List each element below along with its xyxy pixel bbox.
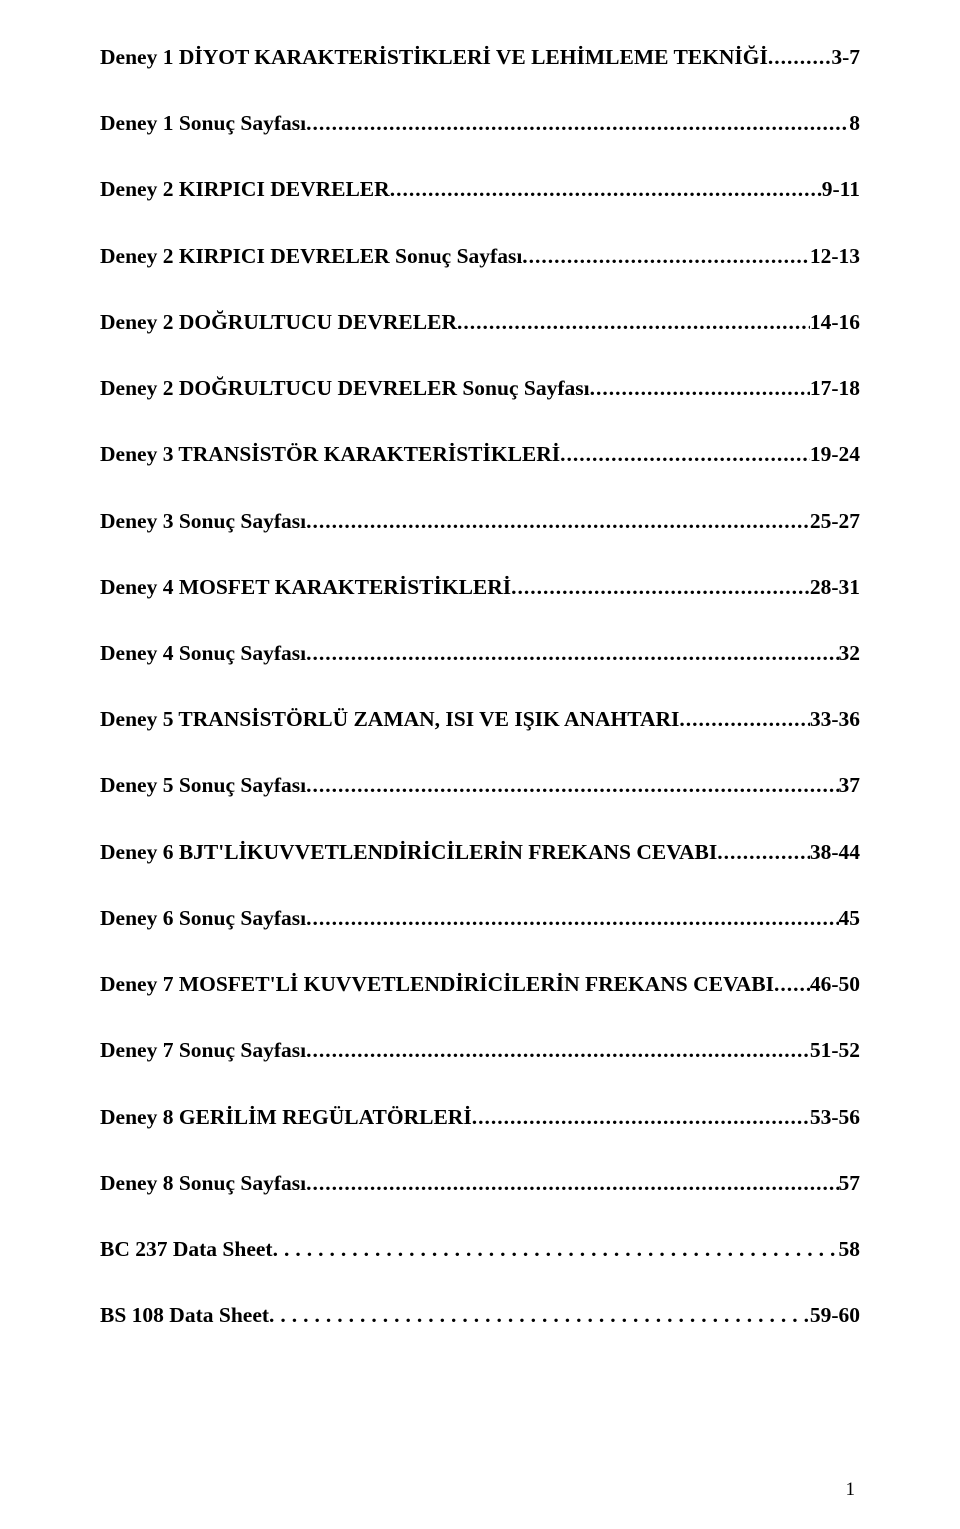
toc-leader-dots bbox=[472, 1105, 810, 1130]
toc-page: 45 bbox=[839, 906, 861, 931]
toc-leader-dots bbox=[590, 376, 810, 401]
toc-page: 17-18 bbox=[810, 376, 860, 401]
toc-title: Deney 2 KIRPICI DEVRELER Sonuç Sayfası bbox=[100, 244, 522, 269]
toc-leader-dots bbox=[306, 906, 838, 931]
toc-title: Deney 5 Sonuç Sayfası bbox=[100, 773, 306, 798]
toc-leader-dots bbox=[457, 310, 810, 335]
toc-entry: Deney 1 DİYOT KARAKTERİSTİKLERİ VE LEHİM… bbox=[100, 45, 860, 70]
toc-title: Deney 3 Sonuç Sayfası bbox=[100, 509, 306, 534]
toc-leader-dots bbox=[306, 509, 810, 534]
toc-page: 8 bbox=[849, 111, 860, 136]
toc-entry: BS 108 Data Sheet 59-60 bbox=[100, 1303, 860, 1328]
toc-title: BS 108 Data Sheet bbox=[100, 1303, 269, 1328]
page-number: 1 bbox=[846, 1479, 856, 1501]
toc-page: 32 bbox=[839, 641, 861, 666]
toc-title: Deney 1 DİYOT KARAKTERİSTİKLERİ VE LEHİM… bbox=[100, 45, 768, 70]
toc-page: 57 bbox=[839, 1171, 861, 1196]
toc-entry: Deney 2 DOĞRULTUCU DEVRELER Sonuç Sayfas… bbox=[100, 376, 860, 401]
toc-title: Deney 6 BJT'LİKUVVETLENDİRİCİLERİN FREKA… bbox=[100, 840, 717, 865]
toc-leader-dots bbox=[560, 442, 810, 467]
table-of-contents: Deney 1 DİYOT KARAKTERİSTİKLERİ VE LEHİM… bbox=[100, 45, 860, 1328]
toc-leader-dots bbox=[306, 1171, 838, 1196]
toc-title: Deney 2 KIRPICI DEVRELER bbox=[100, 177, 390, 202]
toc-leader-dots bbox=[306, 773, 838, 798]
toc-page: 14-16 bbox=[810, 310, 860, 335]
toc-title: Deney 3 TRANSİSTÖR KARAKTERİSTİKLERİ bbox=[100, 442, 560, 467]
toc-leader-dots bbox=[522, 244, 810, 269]
toc-entry: Deney 8 GERİLİM REGÜLATÖRLERİ 53-56 bbox=[100, 1105, 860, 1130]
toc-leader-dots bbox=[717, 840, 810, 865]
toc-page: 3-7 bbox=[831, 45, 860, 70]
toc-leader-dots bbox=[679, 707, 809, 732]
toc-leader-dots bbox=[269, 1303, 810, 1328]
toc-leader-dots bbox=[511, 575, 810, 600]
toc-title: Deney 2 DOĞRULTUCU DEVRELER bbox=[100, 310, 457, 335]
toc-page: 12-13 bbox=[810, 244, 860, 269]
toc-page: 46-50 bbox=[810, 972, 860, 997]
toc-page: 51-52 bbox=[810, 1038, 860, 1063]
toc-leader-dots bbox=[306, 111, 849, 136]
toc-title: Deney 5 TRANSİSTÖRLÜ ZAMAN, ISI VE IŞIK … bbox=[100, 707, 679, 732]
toc-entry: Deney 6 Sonuç Sayfası 45 bbox=[100, 906, 860, 931]
toc-entry: Deney 2 KIRPICI DEVRELER Sonuç Sayfası 1… bbox=[100, 244, 860, 269]
toc-title: Deney 7 MOSFET'Lİ KUVVETLENDİRİCİLERİN F… bbox=[100, 972, 774, 997]
toc-leader-dots bbox=[768, 45, 831, 70]
toc-title: BC 237 Data Sheet bbox=[100, 1237, 273, 1262]
toc-title: Deney 8 Sonuç Sayfası bbox=[100, 1171, 306, 1196]
toc-page: 9-11 bbox=[822, 177, 860, 202]
toc-entry: Deney 8 Sonuç Sayfası 57 bbox=[100, 1171, 860, 1196]
toc-title: Deney 4 Sonuç Sayfası bbox=[100, 641, 306, 666]
toc-entry: Deney 5 TRANSİSTÖRLÜ ZAMAN, ISI VE IŞIK … bbox=[100, 707, 860, 732]
toc-entry: Deney 2 KIRPICI DEVRELER 9-11 bbox=[100, 177, 860, 202]
toc-entry: Deney 7 MOSFET'Lİ KUVVETLENDİRİCİLERİN F… bbox=[100, 972, 860, 997]
toc-title: Deney 7 Sonuç Sayfası bbox=[100, 1038, 306, 1063]
toc-entry: Deney 7 Sonuç Sayfası 51-52 bbox=[100, 1038, 860, 1063]
toc-page: 25-27 bbox=[810, 509, 860, 534]
toc-leader-dots bbox=[306, 1038, 810, 1063]
toc-page: 58 bbox=[839, 1237, 861, 1262]
toc-leader-dots bbox=[390, 177, 822, 202]
toc-leader-dots bbox=[774, 972, 810, 997]
toc-entry: Deney 4 Sonuç Sayfası 32 bbox=[100, 641, 860, 666]
toc-entry: Deney 2 DOĞRULTUCU DEVRELER 14-16 bbox=[100, 310, 860, 335]
toc-page: 28-31 bbox=[810, 575, 860, 600]
toc-entry: Deney 1 Sonuç Sayfası 8 bbox=[100, 111, 860, 136]
toc-entry: Deney 4 MOSFET KARAKTERİSTİKLERİ 28-31 bbox=[100, 575, 860, 600]
toc-title: Deney 1 Sonuç Sayfası bbox=[100, 111, 306, 136]
toc-title: Deney 6 Sonuç Sayfası bbox=[100, 906, 306, 931]
toc-page: 33-36 bbox=[810, 707, 860, 732]
toc-leader-dots bbox=[273, 1237, 839, 1262]
toc-entry: Deney 3 Sonuç Sayfası 25-27 bbox=[100, 509, 860, 534]
toc-page: 53-56 bbox=[810, 1105, 860, 1130]
toc-entry: BC 237 Data Sheet 58 bbox=[100, 1237, 860, 1262]
toc-title: Deney 4 MOSFET KARAKTERİSTİKLERİ bbox=[100, 575, 511, 600]
toc-page: 37 bbox=[839, 773, 861, 798]
toc-title: Deney 8 GERİLİM REGÜLATÖRLERİ bbox=[100, 1105, 472, 1130]
toc-entry: Deney 6 BJT'LİKUVVETLENDİRİCİLERİN FREKA… bbox=[100, 840, 860, 865]
toc-page: 59-60 bbox=[810, 1303, 860, 1328]
toc-page: 38-44 bbox=[810, 840, 860, 865]
toc-leader-dots bbox=[306, 641, 838, 666]
toc-page: 19-24 bbox=[810, 442, 860, 467]
toc-entry: Deney 5 Sonuç Sayfası 37 bbox=[100, 773, 860, 798]
toc-title: Deney 2 DOĞRULTUCU DEVRELER Sonuç Sayfas… bbox=[100, 376, 590, 401]
toc-entry: Deney 3 TRANSİSTÖR KARAKTERİSTİKLERİ 19-… bbox=[100, 442, 860, 467]
